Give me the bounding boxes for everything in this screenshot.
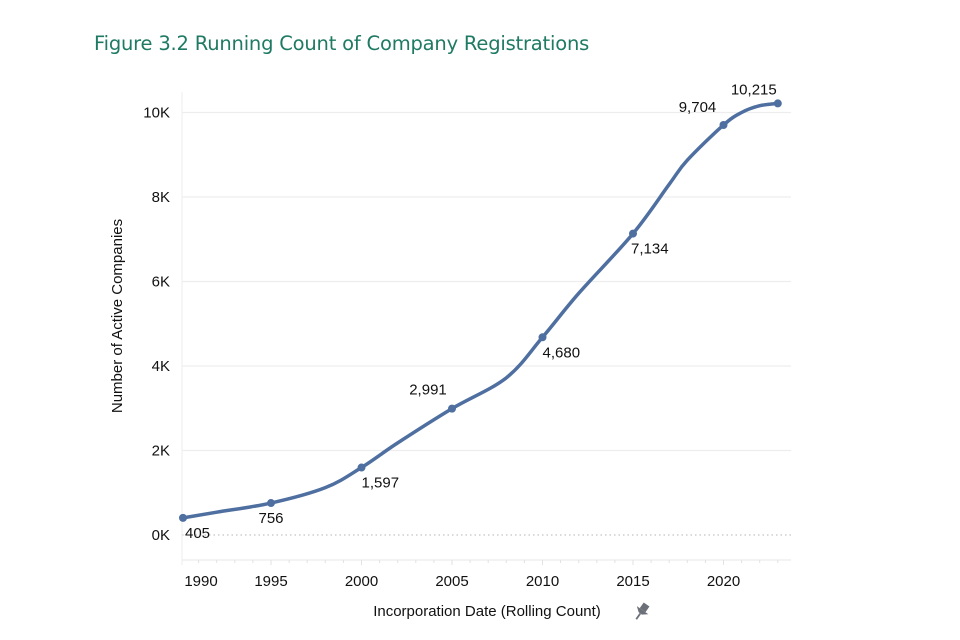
x-tick-label: 2005 [435,573,468,590]
pin-icon[interactable] [631,600,653,623]
data-label: 2,991 [409,382,447,399]
x-axis-title: Incorporation Date (Rolling Count) [373,603,601,620]
data-point[interactable] [629,229,637,238]
series-line [181,101,780,520]
y-tick-label: 0K [152,527,170,544]
y-axis-ticks: 0K 2K 4K 6K 8K 10K [143,105,170,545]
x-tick-label: 1995 [254,573,287,590]
y-tick-label: 8K [152,189,170,206]
data-point[interactable] [179,513,187,522]
y-tick-label: 6K [152,274,170,291]
x-tick-label: 1990 [184,573,217,590]
data-point[interactable] [448,404,456,413]
data-point[interactable] [773,99,782,108]
x-tick-label: 2000 [345,573,378,590]
data-label: 756 [258,510,283,527]
data-label: 10,215 [731,81,777,98]
chart-title: Figure 3.2 Running Count of Company Regi… [94,32,590,55]
y-axis-title: Number of Active Companies [109,219,126,413]
y-tick-label: 4K [152,358,170,375]
x-tick-label: 2020 [707,573,740,590]
x-tick-label: 2015 [616,573,649,590]
x-axis-ticks: 1990 1995 2000 2005 2010 2015 2020 [184,573,740,590]
data-label: 7,134 [631,241,669,258]
y-tick-label: 2K [152,443,170,460]
axes [181,92,791,565]
data-label: 1,597 [362,475,400,492]
data-label: 9,704 [679,99,717,116]
data-point[interactable] [357,463,366,472]
y-tick-label: 10K [143,105,170,122]
gridlines [182,111,791,536]
x-tick-label: 2010 [526,573,559,590]
data-point[interactable] [538,333,547,342]
data-labels: 405 756 1,597 2,991 4,680 7,134 9,704 10,215 [185,81,777,541]
data-point[interactable] [719,121,728,130]
data-points [179,99,782,522]
data-point[interactable] [267,499,275,508]
data-label: 405 [185,525,210,542]
data-label: 4,680 [543,344,581,361]
